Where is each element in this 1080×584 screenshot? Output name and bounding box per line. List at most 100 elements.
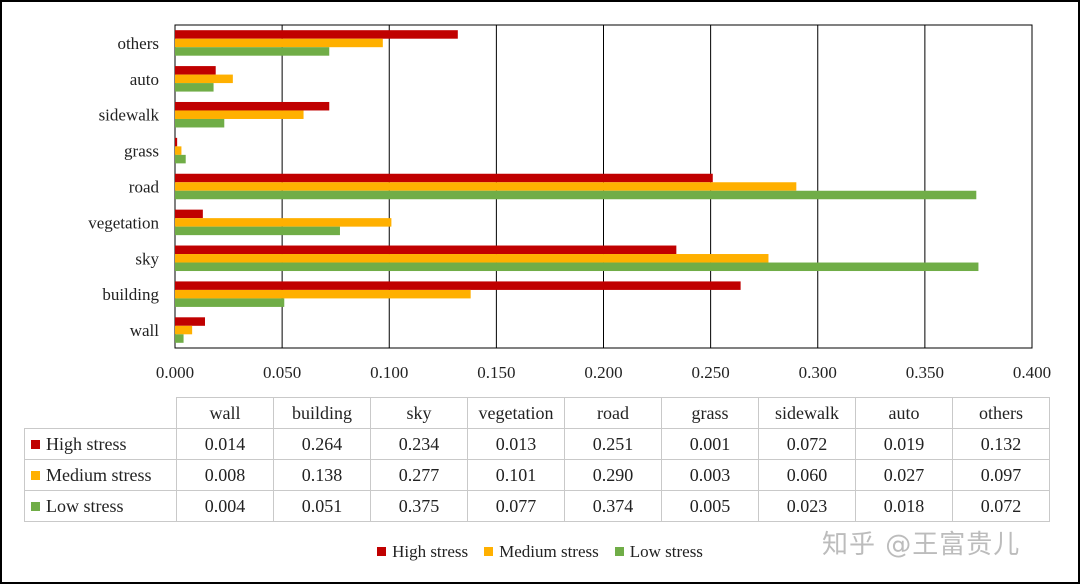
bar-high-stress-building [175, 281, 741, 290]
series-swatch [31, 501, 40, 511]
legend-swatch [377, 547, 387, 556]
watermark: 知乎 @王富贵儿 [822, 530, 1021, 560]
table-cell: 0.375 [370, 490, 468, 522]
table-cell: 0.097 [952, 459, 1050, 491]
y-tick-label: sky [135, 249, 159, 268]
bar-high-stress-others [175, 30, 458, 39]
table-cell: 0.077 [467, 490, 565, 522]
bar-high-stress-grass [175, 137, 178, 147]
table-cell: 0.023 [758, 490, 856, 522]
table-cell: 0.018 [855, 490, 953, 522]
table-cell: 0.008 [176, 459, 274, 491]
y-tick-label: building [102, 285, 159, 304]
bar-low-stress-wall [175, 334, 184, 343]
table-corner [24, 397, 177, 429]
table-cell: 0.234 [370, 428, 468, 460]
bar-low-stress-vegetation [175, 226, 340, 236]
table-cell: 0.101 [467, 459, 565, 491]
x-tick-label: 0.250 [692, 363, 730, 382]
table-row: High stress 0.014 0.264 0.234 0.013 0.251 0.00… [24, 428, 1050, 460]
legend-item: High stress [377, 542, 468, 562]
table-cell: 0.060 [758, 459, 856, 491]
table-column-header: grass [661, 397, 759, 429]
bar-medium-stress-auto [175, 74, 233, 84]
table-cell: 0.005 [661, 490, 759, 522]
bar-low-stress-building [175, 298, 285, 307]
legend-label: Low stress [629, 542, 703, 561]
bar-low-stress-others [175, 47, 330, 56]
table-row-header: Low stress [24, 490, 177, 522]
series-name: Medium stress [46, 464, 152, 485]
bar-high-stress-vegetation [175, 209, 203, 219]
series-swatch [31, 439, 40, 449]
bar-medium-stress-sky [175, 254, 769, 263]
y-tick-label: road [129, 178, 160, 197]
y-tick-label: grass [124, 142, 159, 161]
table-cell: 0.027 [855, 459, 953, 491]
y-tick-label: wall [130, 321, 160, 340]
legend: High stress Medium stress Low stress [0, 542, 1080, 562]
series-swatch [31, 470, 40, 480]
table-header-row: wall building sky vegetation road grass sidewa… [24, 397, 1050, 429]
x-tick-label: 0.300 [799, 363, 837, 382]
table-column-header: vegetation [467, 397, 565, 429]
table-cell: 0.132 [952, 428, 1050, 460]
table-column-header: road [564, 397, 662, 429]
bar-high-stress-road [175, 173, 713, 183]
table-cell: 0.051 [273, 490, 371, 522]
table-cell: 0.001 [661, 428, 759, 460]
y-tick-label: sidewalk [99, 106, 160, 125]
legend-swatch [484, 547, 494, 556]
table-cell: 0.014 [176, 428, 274, 460]
bar-high-stress-wall [175, 317, 205, 326]
table-cell: 0.013 [467, 428, 565, 460]
table-cell: 0.138 [273, 459, 371, 491]
x-tick-label: 0.200 [584, 363, 622, 382]
bar-high-stress-sky [175, 245, 677, 255]
y-tick-label: vegetation [88, 213, 159, 232]
table-row-header: High stress [24, 428, 177, 460]
bar-low-stress-road [175, 190, 977, 200]
x-tick-label: 0.150 [477, 363, 515, 382]
bar-medium-stress-sidewalk [175, 110, 304, 119]
bar-medium-stress-road [175, 182, 797, 191]
x-tick-label: 0.400 [1013, 363, 1051, 382]
bar-chart: 0.000 0.050 0.100 0.150 0.200 0.250 0.300 0.350… [88, 24, 1051, 382]
legend-item: Medium stress [484, 542, 599, 562]
legend-swatch [614, 547, 624, 556]
bar-medium-stress-grass [175, 146, 182, 155]
table-column-header: sidewalk [758, 397, 856, 429]
bar-medium-stress-building [175, 289, 471, 299]
table-cell: 0.277 [370, 459, 468, 491]
series-name: High stress [46, 433, 127, 454]
table-cell: 0.072 [758, 428, 856, 460]
x-tick-label: 0.100 [370, 363, 408, 382]
x-tick-label: 0.050 [263, 363, 301, 382]
bar-low-stress-sidewalk [175, 118, 225, 128]
legend-label: Medium stress [499, 542, 599, 561]
bar-low-stress-sky [175, 262, 979, 272]
bar-medium-stress-wall [175, 325, 193, 335]
legend-label: High stress [392, 542, 469, 561]
bar-low-stress-auto [175, 83, 214, 92]
table-row: Low stress 0.004 0.051 0.375 0.077 0.374 0.005… [24, 490, 1050, 522]
x-tick-label: 0.000 [156, 363, 194, 382]
series-name: Low stress [46, 495, 124, 516]
table-column-header: auto [855, 397, 953, 429]
bar-medium-stress-vegetation [175, 218, 392, 227]
table-column-header: building [273, 397, 371, 429]
x-tick-label: 0.350 [906, 363, 944, 382]
table-row-header: Medium stress [24, 459, 177, 491]
legend-item: Low stress [614, 542, 703, 562]
y-tick-label: auto [130, 70, 159, 89]
bar-low-stress-grass [175, 154, 186, 164]
table-cell: 0.290 [564, 459, 662, 491]
table-cell: 0.019 [855, 428, 953, 460]
data-table: wall building sky vegetation road grass sidewa… [24, 397, 1050, 522]
table-column-header: others [952, 397, 1050, 429]
table-cell: 0.264 [273, 428, 371, 460]
bar-high-stress-auto [175, 66, 216, 75]
table-cell: 0.072 [952, 490, 1050, 522]
table-cell: 0.004 [176, 490, 274, 522]
